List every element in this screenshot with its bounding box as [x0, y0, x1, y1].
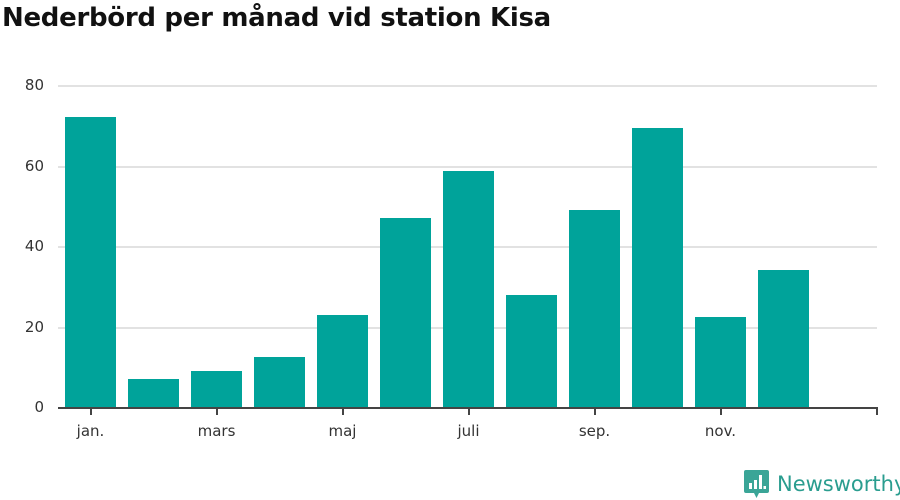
- y-tick-label: 20: [24, 317, 44, 336]
- bar-dec[interactable]: [758, 270, 809, 408]
- y-tick-label: 60: [24, 156, 44, 175]
- gridline: [58, 165, 877, 168]
- y-tick-label: 0: [34, 398, 44, 416]
- bar-juni[interactable]: [380, 218, 431, 408]
- brand-logo: Newsworthy: [744, 469, 900, 499]
- bar-feb[interactable]: [128, 379, 179, 408]
- bar-sep[interactable]: [569, 210, 620, 408]
- bar-jan[interactable]: [65, 117, 116, 408]
- gridline: [58, 85, 877, 87]
- bar-okt[interactable]: [632, 128, 683, 408]
- y-tick-label: 40: [24, 237, 44, 255]
- bar-juli[interactable]: [443, 171, 494, 408]
- brand-name: Newsworthy: [777, 472, 900, 496]
- x-tick-mark: [215, 409, 218, 415]
- bar-mars[interactable]: [191, 370, 242, 408]
- bar-nov[interactable]: [695, 317, 746, 408]
- x-tick-mark: [341, 409, 344, 415]
- x-tick-label: nov.: [704, 422, 737, 440]
- bar-aug[interactable]: [506, 295, 557, 408]
- x-tick-label: sep.: [578, 422, 611, 440]
- x-axis-line: [58, 407, 878, 409]
- newsworthy-logo-icon: [744, 470, 769, 498]
- x-tick-mark: [719, 409, 722, 415]
- x-tick-mark: [593, 409, 596, 415]
- x-tick-label: mars: [197, 422, 236, 440]
- x-tick-label: juli: [457, 422, 480, 440]
- x-tick-label: maj: [328, 422, 357, 440]
- chart-title: Nederbörd per månad vid station Kisa: [2, 3, 551, 33]
- x-tick-mark: [876, 409, 878, 415]
- x-tick-mark: [89, 409, 92, 415]
- x-tick-label: jan.: [76, 422, 105, 440]
- x-tick-mark: [467, 409, 470, 415]
- bar-april[interactable]: [254, 356, 305, 408]
- bar-maj[interactable]: [317, 315, 368, 408]
- y-tick-label: 80: [24, 76, 44, 94]
